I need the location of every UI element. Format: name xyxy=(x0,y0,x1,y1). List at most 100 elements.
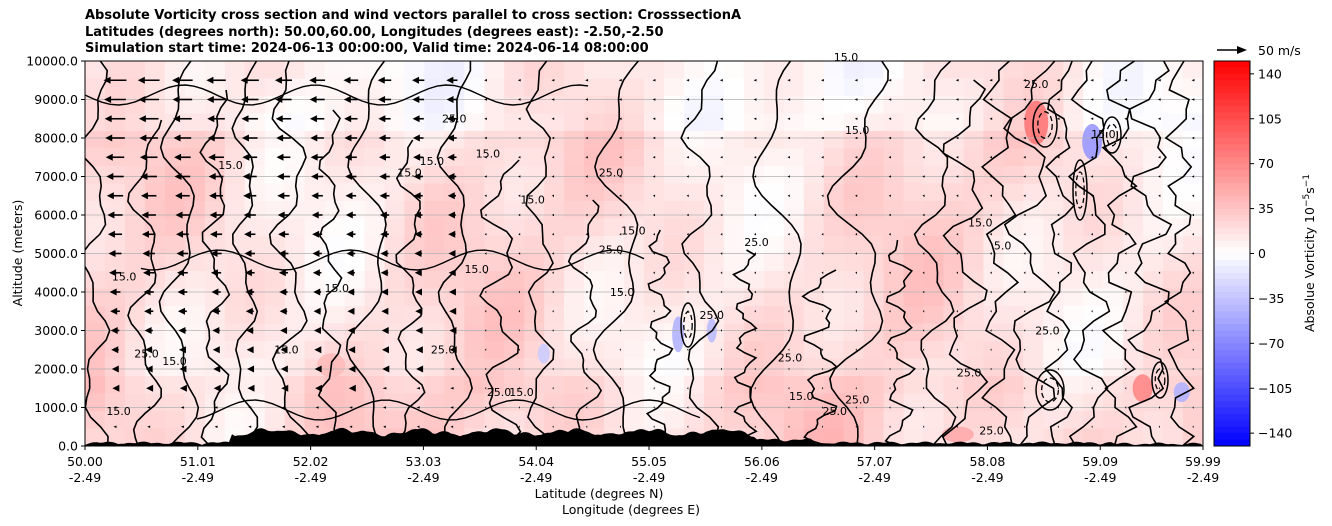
field-cell xyxy=(224,183,246,202)
x-tick-label-lat: 53.03 xyxy=(406,454,442,469)
wind-vector xyxy=(484,79,487,82)
wind-vector-head xyxy=(484,233,487,236)
wind-vector-head xyxy=(415,346,423,354)
wind-vector-head xyxy=(788,387,790,390)
wind-vector xyxy=(619,329,621,332)
field-cell xyxy=(843,201,865,220)
field-cell xyxy=(284,306,306,325)
field-cell xyxy=(983,393,1004,412)
field-cell xyxy=(963,393,984,412)
field-cell xyxy=(1043,201,1064,220)
wind-vector-head xyxy=(518,156,521,159)
colorbar-band xyxy=(1214,324,1250,331)
field-cell xyxy=(843,358,865,377)
field-cell xyxy=(803,306,825,325)
field-cell xyxy=(1003,166,1024,185)
wind-vector xyxy=(213,365,221,373)
wind-vector-head xyxy=(720,367,722,371)
wind-vector-head xyxy=(139,153,147,161)
field-cell xyxy=(85,253,106,272)
wind-vector xyxy=(1124,136,1127,140)
wind-vector xyxy=(1090,194,1093,197)
field-cell xyxy=(1143,411,1164,430)
wind-vector xyxy=(212,327,220,334)
wind-vector-head xyxy=(518,213,521,217)
wind-vector xyxy=(1124,98,1127,101)
wind-vector xyxy=(989,194,992,197)
wind-vector-head xyxy=(653,348,655,351)
wind-vector xyxy=(821,425,824,428)
wind-vector xyxy=(1192,406,1194,409)
field-cell xyxy=(703,376,725,395)
field-cell xyxy=(644,358,665,377)
wind-vector-head xyxy=(889,290,891,294)
wind-vector xyxy=(209,192,224,200)
quiver-key-arrow-head xyxy=(1237,46,1247,54)
field-cell xyxy=(524,376,545,395)
field-cell xyxy=(1103,428,1124,446)
contour-label: 15.0 xyxy=(397,167,422,180)
wind-vector-head xyxy=(619,271,622,274)
field-cell xyxy=(444,166,465,185)
field-cell xyxy=(204,358,226,377)
field-cell xyxy=(803,166,825,185)
field-cell xyxy=(843,306,865,325)
field-cell xyxy=(1143,148,1164,167)
field-cell xyxy=(444,288,465,307)
field-cell xyxy=(1023,236,1044,255)
wind-vector-head xyxy=(1158,117,1161,120)
wind-vector-head xyxy=(821,194,824,197)
wind-vector-head xyxy=(344,153,352,161)
wind-vector xyxy=(955,117,959,120)
wind-vector-head xyxy=(247,365,255,373)
wind-vector-head xyxy=(309,115,317,123)
wind-vector-head xyxy=(1091,233,1093,236)
wind-vector-head xyxy=(653,387,655,390)
wind-vector xyxy=(552,290,554,294)
wind-vector xyxy=(517,79,521,82)
wind-vector-head xyxy=(1023,387,1026,390)
contour-line xyxy=(980,61,1020,446)
field-cell xyxy=(124,358,146,377)
wind-vector xyxy=(1091,387,1093,390)
wind-vector-head xyxy=(922,213,925,217)
field-cell xyxy=(1163,253,1184,272)
wind-vector xyxy=(754,348,756,351)
field-cell xyxy=(843,131,865,150)
field-cell xyxy=(284,341,306,360)
field-cell xyxy=(883,131,905,150)
field-cell xyxy=(1003,131,1024,150)
wind-vector xyxy=(379,192,390,200)
x-axis-ticks: 50.00-2.4951.01-2.4952.02-2.4953.03-2.49… xyxy=(67,446,1221,485)
wind-vector-head xyxy=(107,230,115,238)
field-cell xyxy=(803,341,825,360)
wind-vector-head xyxy=(956,367,958,371)
wind-vector xyxy=(1023,233,1026,236)
field-cell xyxy=(723,393,745,412)
wind-vector xyxy=(310,134,324,142)
wind-vector-head xyxy=(720,156,723,159)
wind-vector-head xyxy=(552,367,554,371)
wind-vector xyxy=(415,307,423,315)
field-cell xyxy=(604,148,625,167)
wind-vector-head xyxy=(346,230,354,238)
wind-vector-head xyxy=(754,194,757,197)
wind-vector-head xyxy=(990,406,992,409)
x-tick-label-lon: -2.49 xyxy=(858,470,890,485)
wind-vector xyxy=(1057,271,1060,274)
field-cell xyxy=(903,236,925,255)
wind-vector-head xyxy=(618,79,622,82)
field-cell xyxy=(544,376,565,395)
wind-vector-head xyxy=(619,425,621,428)
wind-vector-head xyxy=(619,406,621,409)
field-cell xyxy=(1123,323,1144,342)
field-cell xyxy=(883,288,905,307)
field-cell xyxy=(983,271,1004,290)
field-cell xyxy=(863,166,885,185)
wind-vector-head xyxy=(448,269,456,277)
contour-line xyxy=(345,61,387,446)
field-cell xyxy=(863,376,885,395)
field-cell xyxy=(104,376,126,395)
field-cell xyxy=(304,341,326,360)
wind-vector-head xyxy=(1125,425,1127,428)
